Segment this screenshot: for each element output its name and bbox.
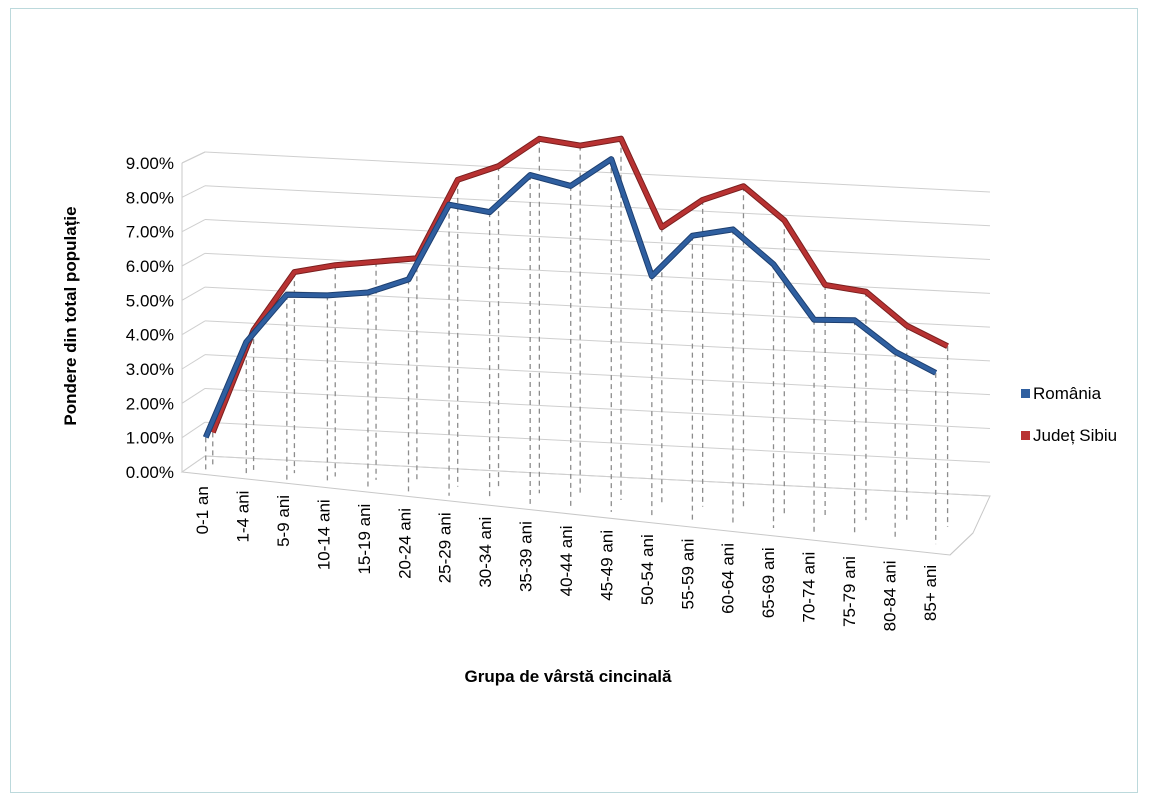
gridline-side [181,252,206,267]
x-tick-label: 1-4 ani [234,491,253,543]
gridline-back [204,252,991,294]
legend-swatch-romania [1021,389,1030,398]
x-axis-title: Grupa de vârstă cincinală [465,667,672,686]
x-tick-label: 5-9 ani [274,495,293,547]
gridline-side [181,151,206,164]
gridline-side [181,286,206,301]
gridline-side [181,185,206,198]
y-tick-label: 2.00% [126,394,174,413]
floor-edge [949,532,974,556]
legend-label-sibiu: Județ Sibiu [1033,426,1117,445]
y-tick-label: 3.00% [126,360,174,379]
x-tick-label: 60-64 ani [719,543,738,614]
gridline-back [204,219,991,261]
x-tick-label: 15-19 ani [355,504,374,575]
y-tick-label: 1.00% [126,429,174,448]
x-tick-label: 85+ ani [921,565,940,621]
x-tick-label: 20-24 ani [395,508,414,579]
y-tick-label: 0.00% [126,463,174,482]
legend-label-romania: România [1033,384,1102,403]
x-tick-label: 30-34 ani [476,517,495,588]
x-tick-label: 65-69 ani [759,547,778,618]
gridline-back [204,354,991,396]
gridline-back [204,455,991,497]
x-tick-label: 80-84 ani [880,560,899,631]
x-axis-ticks: 0-1 an 1-4 ani 5-9 ani 10-14 ani 15-19 ani 20… [193,486,940,631]
gridline-side [181,354,206,370]
gridline-side [181,219,206,233]
gridline-back [204,387,991,429]
y-axis-title: Pondere din total populație [61,206,80,425]
y-tick-label: 5.00% [126,291,174,310]
y-tick-label: 8.00% [126,188,174,207]
x-tick-label: 50-54 ani [638,534,657,605]
y-tick-label: 7.00% [126,223,174,242]
x-tick-label: 75-79 ani [840,556,859,627]
x-tick-label: 55-59 ani [678,539,697,610]
x-tick-label: 35-39 ani [517,521,536,592]
chart-frame [10,8,1138,793]
y-tick-label: 6.00% [126,257,174,276]
x-tick-label: 25-29 ani [436,512,455,583]
gridline-back [204,320,991,362]
series-lines [202,135,949,439]
gridline-back [204,421,991,463]
x-tick-label: 40-44 ani [557,526,576,597]
legend-swatch-sibiu [1021,431,1030,440]
gridline-side [181,421,206,439]
x-tick-label: 70-74 ani [800,552,819,623]
y-axis-ticks: 0.00% 1.00% 2.00% 3.00% 4.00% 5.00% 6.00% 7.00%… [126,154,174,482]
y-tick-label: 9.00% [126,154,174,173]
legend: România Județ Sibiu [1021,384,1117,445]
x-tick-label: 45-49 ani [597,530,616,601]
gridline-back [204,185,991,227]
y-tick-label: 4.00% [126,326,174,345]
chart-walls [180,151,991,556]
x-tick-label: 10-14 ani [314,499,333,570]
gridline-side [181,388,206,404]
gridlines [181,151,991,497]
x-tick-label: 0-1 an [193,486,212,534]
chart-floor [180,455,991,556]
gridline-back [204,151,991,193]
gridline-side [181,455,206,473]
gridline-side [181,320,206,336]
